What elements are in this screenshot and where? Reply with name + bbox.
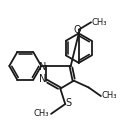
Text: S: S [65, 98, 71, 108]
Text: CH₃: CH₃ [92, 18, 107, 27]
Text: CH₃: CH₃ [34, 109, 49, 118]
Text: O: O [73, 25, 81, 35]
Text: N: N [39, 74, 46, 84]
Text: N: N [39, 62, 46, 72]
Text: CH₃: CH₃ [102, 91, 117, 100]
